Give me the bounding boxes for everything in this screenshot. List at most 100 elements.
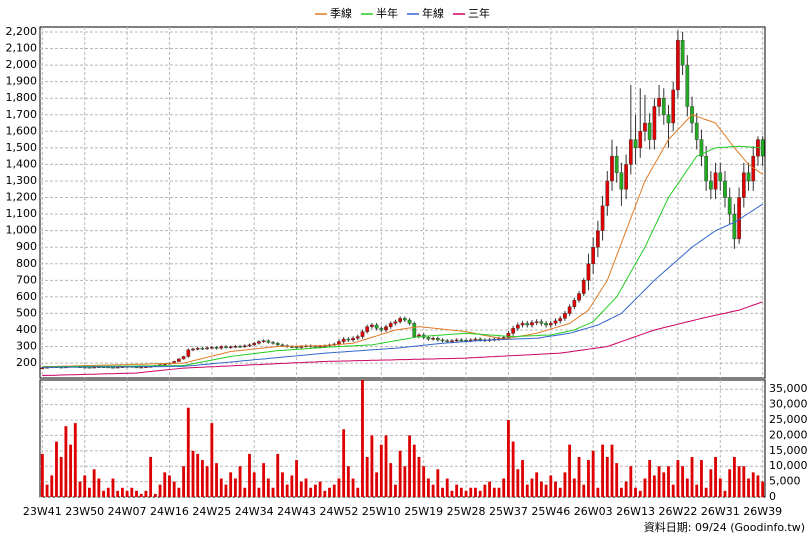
candle-body [440, 339, 445, 342]
candle-body [247, 344, 252, 347]
volume-bar [323, 490, 327, 497]
volume-bar [403, 466, 407, 497]
volume-bar [422, 466, 426, 497]
y-tick-label: 1,500 [6, 141, 38, 154]
candle-body [638, 131, 643, 149]
volume-bar [205, 466, 209, 497]
volume-bar [116, 490, 120, 497]
candle-body [355, 336, 360, 339]
candle-body [694, 122, 699, 140]
legend-label: 季線 [330, 6, 352, 20]
candle-body [718, 172, 723, 182]
volume-bar [662, 472, 666, 497]
volume-bar [106, 487, 110, 497]
candle-body [379, 328, 384, 331]
y-tick-label: 25,000 [769, 413, 808, 426]
volume-bar [111, 478, 115, 497]
volume-bar [55, 441, 58, 497]
x-tick-label: 25W19 [404, 505, 443, 518]
candle-body [224, 346, 228, 348]
volume-bar [243, 487, 247, 497]
volume-bar [379, 444, 383, 497]
y-tick-label: 0 [769, 490, 776, 503]
candle-body [294, 346, 299, 349]
volume-bar [723, 490, 727, 497]
volume-bar [643, 478, 647, 497]
x-tick-label: 24W52 [320, 505, 359, 518]
volume-bar [657, 466, 661, 497]
volume-bar [210, 423, 214, 497]
volume-bar [469, 487, 473, 497]
ma-line [42, 301, 763, 377]
volume-bar [361, 380, 364, 497]
candle-body [209, 347, 214, 349]
candle-body [544, 323, 548, 326]
candle-body [558, 318, 563, 322]
y-tick-label: 500 [16, 306, 37, 319]
candle-body [384, 326, 388, 331]
candle-body [435, 338, 440, 341]
volume-bar [83, 475, 87, 497]
volume-bar [563, 472, 567, 497]
footer: 資料日期: 09/24 (Goodinfo.tw) [644, 520, 805, 534]
candle-body [548, 323, 553, 326]
x-tick-label: 26W39 [743, 505, 782, 518]
volume-bar [346, 466, 350, 497]
y-tick-label: 1,600 [6, 124, 38, 137]
y-tick-label: 15,000 [769, 444, 808, 457]
x-tick-label: 24W25 [192, 505, 231, 518]
y-tick-label: 300 [16, 340, 37, 353]
volume-bar [276, 453, 280, 497]
candle-body [704, 155, 709, 182]
candle-body [643, 122, 647, 132]
volume-bar [351, 478, 355, 497]
volume-bar [591, 450, 595, 497]
volume-bar [375, 472, 379, 497]
volume-bar [281, 472, 284, 497]
y-tick-label: 20,000 [769, 428, 808, 441]
candle-body [252, 343, 257, 346]
candle-body [478, 338, 483, 341]
candle-body [647, 122, 652, 140]
candle-body [459, 339, 464, 342]
y-tick-label: 1,400 [6, 157, 38, 170]
candle-body [699, 139, 704, 157]
candle-body [139, 366, 144, 369]
volume-bar [516, 469, 520, 497]
candle-body [280, 344, 285, 347]
candle-body [365, 326, 370, 332]
volume-bar [45, 484, 49, 497]
candle-body [530, 322, 534, 326]
x-tick-label: 26W31 [701, 505, 740, 518]
volume-bar [412, 444, 416, 497]
volume-bar [144, 490, 148, 497]
candle-body [633, 139, 638, 149]
volume-bar [459, 487, 463, 497]
volume-bar [252, 472, 256, 497]
volume-bar [558, 487, 562, 497]
y-tick-label: 1,200 [6, 191, 38, 204]
volume-bar [299, 481, 303, 497]
candle-body [586, 263, 591, 281]
candle-body [205, 347, 209, 350]
volume-bar [257, 487, 261, 497]
candle-body [186, 349, 191, 357]
volume-bar [342, 429, 346, 497]
y-tick-label: 900 [16, 240, 37, 253]
candle-body [671, 89, 676, 124]
candle-body [539, 321, 544, 324]
volume-bar [742, 466, 746, 497]
candle-body [572, 299, 577, 308]
candle-body [195, 347, 200, 350]
volume-bar [238, 466, 242, 497]
volume-bar [521, 460, 524, 497]
ma-line [42, 114, 763, 368]
price-frame [39, 26, 766, 379]
volume-bar [704, 487, 708, 497]
ma-line [42, 203, 763, 368]
volume-bar [728, 469, 732, 497]
candle-body [261, 340, 266, 342]
volume-bar [535, 472, 539, 497]
volume-bar [751, 472, 755, 497]
